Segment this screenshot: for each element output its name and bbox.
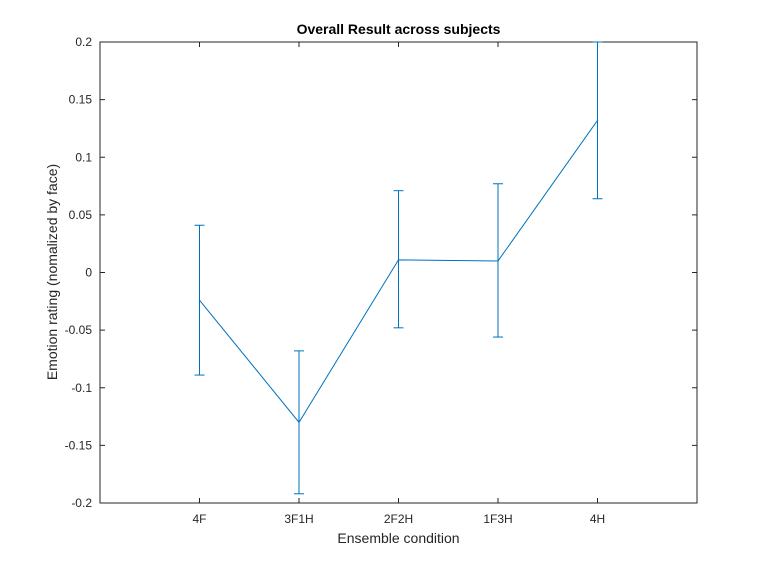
x-axis-label: Ensemble condition xyxy=(337,530,459,546)
y-tick-label: 0.1 xyxy=(75,150,92,164)
data-point xyxy=(596,119,599,121)
y-tick-label: 0.2 xyxy=(75,35,92,49)
y-tick-label: -0.2 xyxy=(71,496,92,510)
y-axis: -0.2 -0.15 -0.1 -0.05 0 0.05 0.1 0.15 0.2 xyxy=(65,35,697,510)
x-tick-label: 4H xyxy=(590,512,605,526)
x-tick-label: 4F xyxy=(192,512,206,526)
x-tick-label: 2F2H xyxy=(384,512,413,526)
x-tick-label: 1F3H xyxy=(483,512,512,526)
data-point xyxy=(198,299,201,301)
x-tick-label: 3F1H xyxy=(284,512,313,526)
x-axis: 4F 3F1H 2F2H 1F3H 4H xyxy=(192,42,605,526)
series-group xyxy=(198,119,599,424)
y-tick-label: -0.05 xyxy=(65,323,93,337)
data-point xyxy=(497,260,499,262)
y-tick-label: -0.15 xyxy=(65,438,93,452)
y-tick-label: 0.15 xyxy=(69,93,93,107)
y-axis-label: Emotion rating (nomalized by face) xyxy=(44,164,60,380)
chart-title: Overall Result across subjects xyxy=(297,21,501,37)
data-point xyxy=(298,421,300,423)
y-tick-label: 0 xyxy=(85,266,92,280)
data-point xyxy=(397,259,400,261)
y-tick-label: 0.05 xyxy=(69,208,93,222)
y-tick-label: -0.1 xyxy=(71,381,92,395)
